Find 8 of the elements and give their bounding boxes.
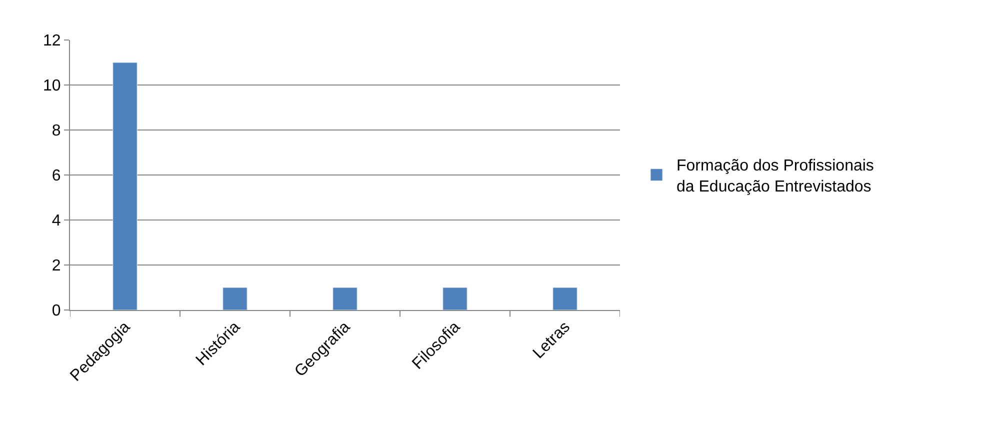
y-tick-label: 4 — [52, 212, 61, 230]
y-tick-label: 0 — [52, 302, 61, 320]
y-tick-label: 10 — [43, 78, 61, 95]
y-tick-label: 12 — [43, 32, 61, 50]
y-tick-label: 8 — [52, 122, 61, 140]
y-tick-label: 6 — [52, 168, 61, 185]
legend-label: Formação dos Profissionais da Educação Entrevistados — [676, 158, 874, 196]
y-tick-label: 2 — [52, 258, 61, 275]
